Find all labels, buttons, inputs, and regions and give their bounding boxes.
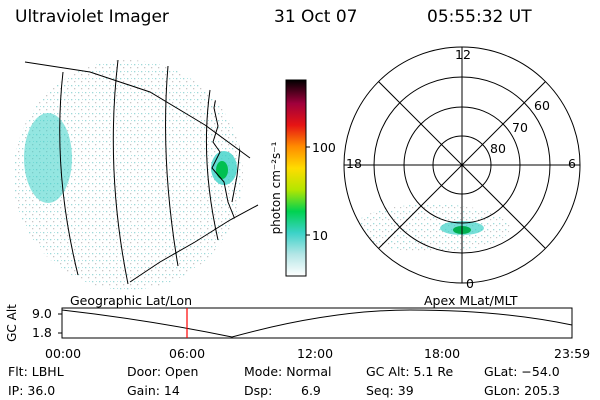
- emission-core: [216, 161, 228, 179]
- time-label: 05:55:32 UT: [427, 7, 532, 27]
- orbit-ylabel: GC Alt: [5, 304, 19, 342]
- geographic-projection-label: Geographic Lat/Lon: [70, 293, 192, 308]
- orbit-xtick-2359: 23:59: [554, 346, 591, 361]
- mlt-label-6: 6: [568, 156, 576, 171]
- date-label: 31 Oct 07: [274, 7, 358, 27]
- mlat-label-70: 70: [512, 120, 528, 135]
- orbit-plot-frame: [61, 307, 573, 339]
- filter-info: Flt: LBHL: [8, 364, 64, 379]
- gc-alt-info: GC Alt: 5.1 Re: [366, 364, 454, 379]
- orbit-xtick-0600: 06:00: [169, 346, 206, 361]
- dsp-value: 6.9: [301, 383, 321, 398]
- mlt-label-12: 12: [455, 47, 471, 62]
- seq-info: Seq: 39: [366, 383, 414, 398]
- orbit-ytick-1-8: 1.8: [32, 325, 52, 340]
- mlat-label-80: 80: [490, 141, 506, 156]
- orbit-xtick-0000: 00:00: [45, 346, 82, 361]
- glon-info: GLon: 205.3: [484, 383, 560, 398]
- orbit-ytick-9: 9.0: [32, 306, 52, 321]
- colorbar-scale: [285, 79, 307, 277]
- dsp-label: Dsp:: [244, 383, 273, 398]
- orbit-xtick-1200: 12:00: [297, 346, 334, 361]
- mlt-label-18: 18: [346, 156, 362, 171]
- altitude-curve: [61, 309, 573, 338]
- colorbar-tick-100: 100: [312, 140, 336, 155]
- mlat-label-60: 60: [534, 98, 550, 113]
- colorbar-tick-10: 10: [312, 228, 328, 243]
- door-info: Door: Open: [127, 364, 199, 379]
- polar-grid: [343, 46, 581, 284]
- mlt-label-0: 0: [466, 276, 474, 291]
- auroral-oval: [354, 204, 510, 252]
- glat-info: GLat: −54.0: [484, 364, 560, 379]
- ip-info: IP: 36.0: [8, 383, 56, 398]
- apex-projection-label: Apex MLat/MLT: [424, 293, 518, 308]
- lat-lon-grid: [24, 59, 259, 285]
- gain-info: Gain: 14: [127, 383, 180, 398]
- instrument-title: Ultraviolet Imager: [15, 7, 169, 27]
- mode-info: Mode: Normal: [244, 364, 332, 379]
- orbit-xtick-1800: 18:00: [424, 346, 461, 361]
